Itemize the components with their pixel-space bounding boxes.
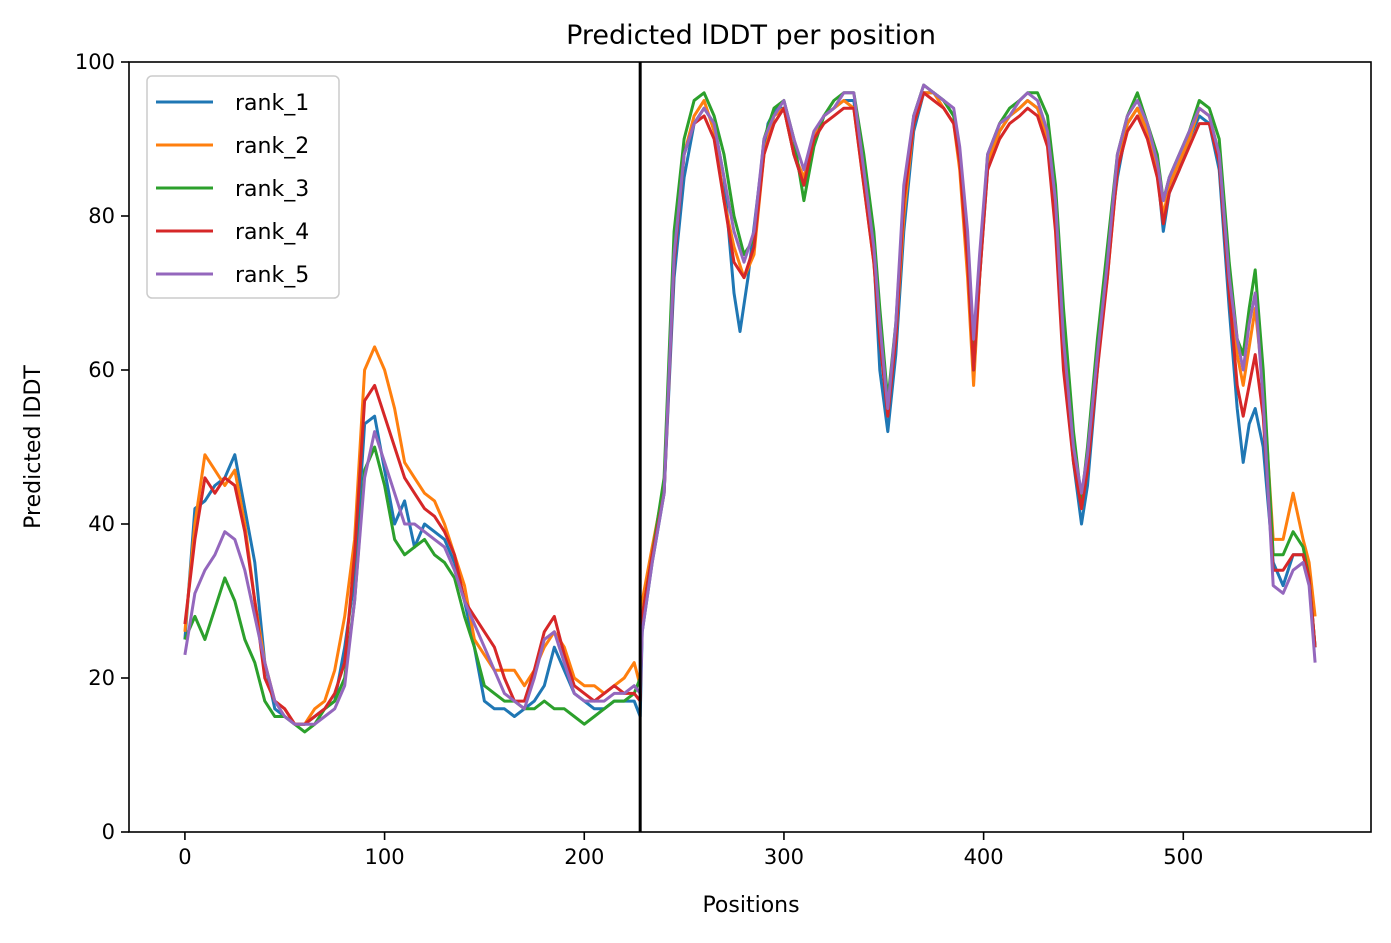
legend-label-rank_3: rank_3	[235, 177, 309, 202]
x-tick-label: 500	[1163, 845, 1203, 869]
x-tick-label: 400	[964, 845, 1004, 869]
plot-area	[183, 62, 1317, 832]
y-tick-label: 100	[75, 50, 115, 74]
x-tick-label: 100	[365, 845, 405, 869]
y-tick-label: 40	[88, 512, 115, 536]
legend-box	[146, 75, 340, 299]
x-tick-label: 300	[764, 845, 804, 869]
y-tick-label: 0	[102, 820, 115, 844]
legend: rank_1 rank_2 rank_3 rank_4 rank_5	[146, 75, 340, 299]
series-line-rank_5	[183, 83, 1317, 726]
series-line-rank_4	[183, 91, 1317, 726]
legend-label-rank_5: rank_5	[235, 263, 309, 288]
series-line-rank_1	[183, 91, 1317, 726]
axes: 0 100 200 300 400 500 0 20 40 60 80 100	[75, 50, 1372, 869]
series-line-rank_3	[183, 83, 1317, 734]
y-tick-label: 80	[88, 204, 115, 228]
legend-label-rank_1: rank_1	[235, 91, 309, 116]
legend-label-rank_4: rank_4	[235, 220, 309, 245]
y-tick-label: 20	[88, 666, 115, 690]
x-axis-label: Positions	[702, 893, 799, 918]
legend-label-rank_2: rank_2	[235, 134, 309, 159]
y-tick-label: 60	[88, 358, 115, 382]
x-tick-label: 0	[178, 845, 191, 869]
y-axis-label: Predicted lDDT	[21, 365, 46, 529]
chart-title: Predicted lDDT per position	[566, 20, 936, 51]
series-line-rank_2	[183, 91, 1317, 726]
axes-frame	[128, 61, 1372, 833]
x-tick-label: 200	[564, 845, 604, 869]
